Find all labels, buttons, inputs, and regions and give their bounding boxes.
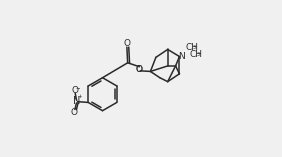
Text: CH: CH — [190, 50, 203, 59]
Text: O: O — [124, 39, 131, 49]
Text: O: O — [71, 108, 78, 117]
Text: $^{+}$: $^{+}$ — [77, 94, 83, 103]
Text: $_{3}$: $_{3}$ — [193, 44, 197, 52]
Text: O: O — [136, 65, 143, 74]
Text: O: O — [136, 65, 143, 74]
Text: $^{-}$: $^{-}$ — [75, 85, 81, 94]
Text: CH: CH — [186, 43, 199, 52]
Text: $_{3}$: $_{3}$ — [197, 51, 201, 59]
Text: N: N — [73, 96, 81, 106]
Text: O: O — [71, 86, 78, 95]
Text: N: N — [178, 52, 184, 61]
